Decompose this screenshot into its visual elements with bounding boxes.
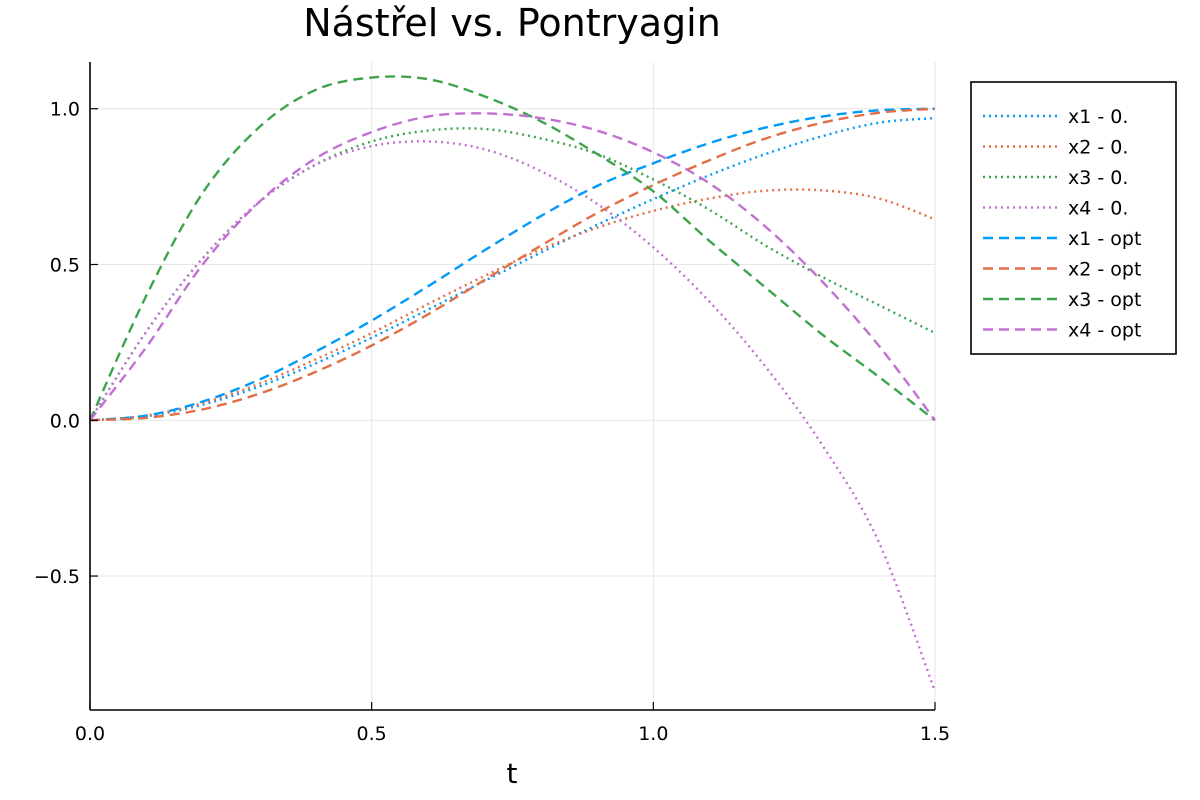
series-group — [88, 75, 937, 692]
x-tick-label: 1.5 — [920, 723, 950, 745]
legend-label: x2 - 0. — [1068, 137, 1128, 159]
legend-label: x1 - 0. — [1068, 106, 1128, 128]
legend-label: x4 - opt — [1068, 320, 1141, 342]
series-line-7 — [88, 75, 936, 422]
axes — [89, 62, 935, 711]
legend: x1 - 0. x2 - 0. x3 - 0. x4 - 0. x1 - opt x2 -… — [970, 81, 1177, 355]
series-line-2 — [89, 188, 936, 422]
series-line-4 — [88, 140, 937, 692]
legend-label: x3 - 0. — [1068, 167, 1128, 189]
series-line-5 — [89, 107, 936, 422]
legend-label: x4 - 0. — [1068, 198, 1128, 220]
tick-labels: 0.0 0.5 1.0 1.5 −0.5 0.0 0.5 1.0 — [34, 99, 950, 745]
y-tick-label: 1.0 — [50, 99, 80, 121]
series-line-3 — [88, 127, 936, 421]
series-line-6 — [89, 107, 936, 422]
y-tick-label: 0.5 — [50, 255, 80, 277]
x-tick-label: 0.5 — [357, 723, 387, 745]
y-tick-label: 0.0 — [50, 410, 80, 432]
legend-label: x2 - opt — [1068, 259, 1141, 281]
legend-box — [970, 81, 1177, 355]
series-line-8 — [89, 112, 936, 422]
x-tick-label: 1.0 — [638, 723, 668, 745]
legend-label: x3 - opt — [1068, 289, 1141, 311]
x-tick-label: 0.0 — [75, 723, 105, 745]
y-tick-label: −0.5 — [34, 566, 80, 588]
x-axis-label: t — [507, 757, 518, 790]
legend-label: x1 - opt — [1068, 228, 1141, 250]
chart-title: Nástřel vs. Pontryagin — [303, 1, 721, 45]
